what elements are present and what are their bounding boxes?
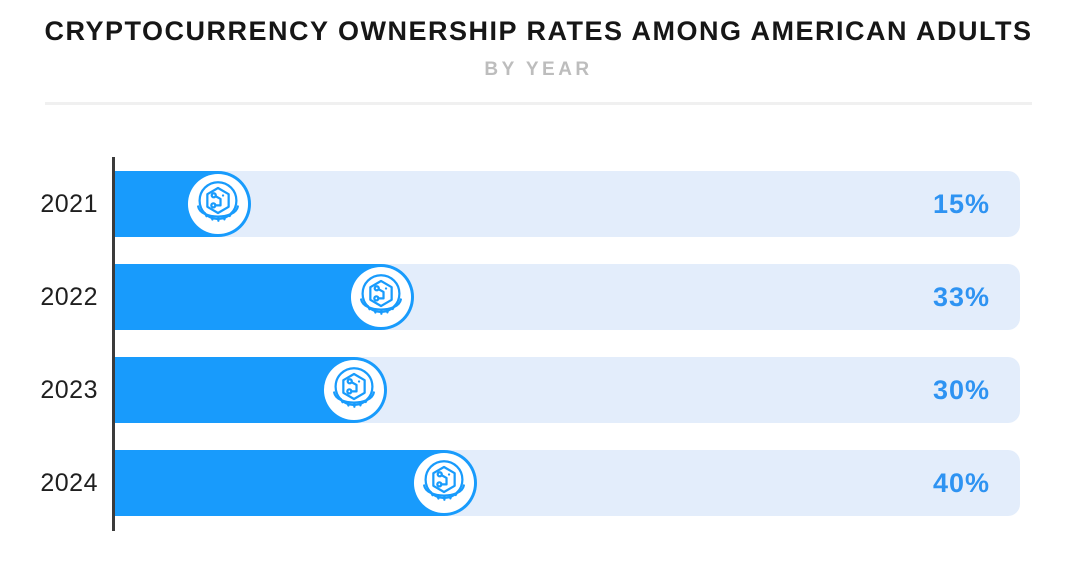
chart-subtitle: BY YEAR	[484, 59, 593, 80]
bar-fill	[115, 357, 387, 423]
chart-title: CRYPTOCURRENCY OWNERSHIP RATES AMONG AME…	[44, 16, 1033, 46]
bar-track: 40%	[115, 450, 1020, 516]
year-label: 2022	[40, 282, 98, 311]
value-label: 30%	[932, 375, 990, 405]
year-label: 2024	[40, 468, 98, 497]
bar-chart: 2021 15% 2022	[0, 157, 1020, 531]
crypto-coin-icon	[323, 359, 385, 421]
crypto-coin-icon	[413, 452, 475, 514]
chart-row-2022: 2022 33%	[0, 264, 1020, 330]
value-label: 40%	[932, 468, 990, 498]
bar-track: 15%	[115, 171, 1020, 237]
chart-row-2023: 2023 30%	[0, 357, 1020, 423]
bar-fill	[115, 264, 414, 330]
year-label: 2023	[40, 375, 98, 404]
bar-fill	[115, 171, 251, 237]
y-axis-line	[112, 157, 115, 531]
bar-track: 30%	[115, 357, 1020, 423]
header-divider	[45, 102, 1032, 105]
chart-header: CRYPTOCURRENCY OWNERSHIP RATES AMONG AME…	[0, 0, 1077, 81]
bar-track: 33%	[115, 264, 1020, 330]
year-label: 2021	[40, 189, 98, 218]
value-label: 33%	[932, 282, 990, 312]
chart-row-2024: 2024 40%	[0, 450, 1020, 516]
chart-row-2021: 2021 15%	[0, 171, 1020, 237]
bar-fill	[115, 450, 477, 516]
value-label: 15%	[932, 189, 990, 219]
crypto-coin-icon	[187, 173, 249, 235]
crypto-coin-icon	[350, 266, 412, 328]
